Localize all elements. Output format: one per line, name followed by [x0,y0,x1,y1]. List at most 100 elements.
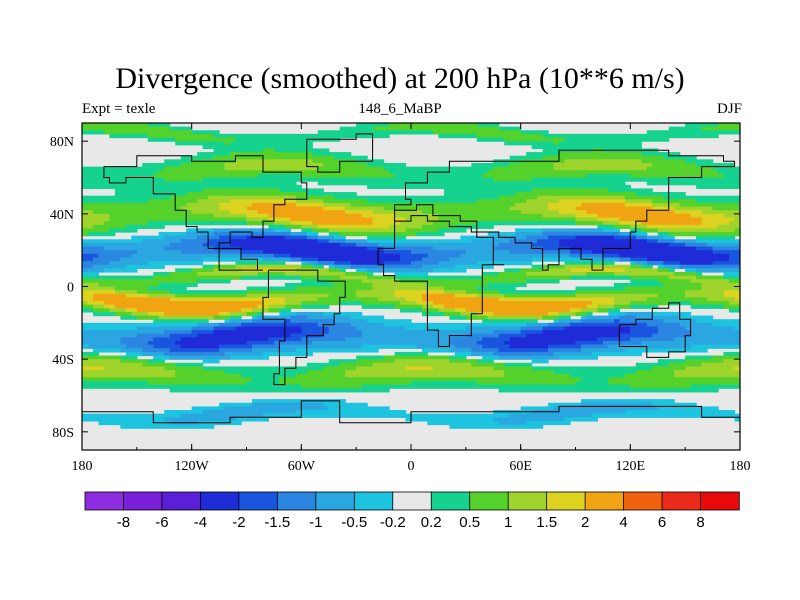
contour-fill-cell [559,315,571,320]
contour-fill-cell [641,159,686,164]
contour-fill-cell [120,424,215,429]
contour-fill-cell [657,406,719,411]
contour-fill-cell [520,130,549,135]
contour-fill-cell [685,159,714,164]
contour-fill-cell [729,253,740,259]
contour-fill-cell [180,155,215,160]
contour-fill-cell [646,261,664,266]
contour-fill-cell [103,130,193,135]
contour-fill-cell [383,250,412,255]
contour-fill-cell [674,210,703,215]
continent-outline [262,269,346,386]
colorbar-label: -2 [232,514,245,531]
contour-fill-cell [317,261,335,266]
contour-fill-cell [432,301,593,306]
contour-fill-cell [295,195,335,200]
contour-fill-cell [564,159,642,164]
contour-fill-cell [175,137,237,142]
contour-fill-cell [284,304,302,309]
contour-fill-cell [509,162,555,168]
contour-fill-cell [312,159,357,164]
contour-fill-cell [197,322,220,328]
contour-fill-cell [679,322,714,328]
contour-fill-cell [82,253,100,259]
contour-fill-cell [125,344,154,349]
contour-fill-cell [312,228,330,233]
contour-fill-cell [597,337,631,342]
contour-fill-cell [515,202,549,208]
contour-fill-cell [608,311,626,317]
contour-fill-cell [690,330,740,335]
contour-fill-cell [438,217,577,222]
contour-fill-cell [158,282,198,288]
contour-fill-cell [443,188,533,193]
contour-fill-cell [449,424,544,429]
contour-fill-cell [246,206,324,211]
contour-fill-cell [273,148,330,153]
contour-fill-cell [635,235,648,240]
x-tick-label: 120W [175,459,210,474]
colorbar-swatch [123,491,163,511]
contour-fill-cell [586,304,599,309]
contour-fill-cell [630,301,670,306]
contour-fill-cell [82,297,94,302]
contour-fill-cell [493,366,533,371]
contour-fill-cell [273,341,313,346]
contour-fill-cell [405,217,440,222]
contour-fill-cell [323,311,363,317]
contour-fill-cell [723,275,740,280]
contour-fill-cell [147,286,187,291]
contour-fill-cell [361,333,467,338]
contour-fill-cell [548,311,560,317]
contour-fill-cell [471,239,511,244]
contour-fill-cell [367,319,412,324]
contour-fill-cell [98,420,171,426]
contour-fill-cell [564,326,631,331]
contour-fill-cell [164,410,204,415]
experiment-label: Expt = texle [82,101,156,117]
contour-fill-cell [564,261,615,266]
contour-fill-cell [147,137,176,142]
contour-fill-cell [334,261,352,266]
contour-fill-cell [580,402,653,407]
contour-fill-cell [82,181,297,186]
contour-fill-cell [323,206,346,211]
contour-fill-cell [498,126,522,131]
contour-fill-cell [575,217,599,222]
contour-fill-cell [82,322,198,328]
contour-fill-cell [663,264,681,269]
contour-fill-cell [641,264,653,269]
contour-fill-cell [82,301,89,306]
contour-fill-cell [219,402,253,407]
contour-fill-cell [290,315,308,320]
contour-fill-cell [82,366,105,371]
contour-fill-cell [559,141,642,146]
contour-fill-cell [328,264,335,269]
contour-fill-cell [553,141,560,146]
colorbar-label: 0.5 [459,514,480,531]
contour-fill-cell [82,330,165,335]
contour-fill-cell [82,333,138,338]
x-tick-label: 120E [616,459,646,474]
contour-fill-cell [125,224,165,229]
contour-fill-cell [136,290,171,295]
contour-fill-cell [657,264,664,269]
contour-fill-cell [712,206,740,211]
contour-fill-cell [405,417,494,422]
contour-fill-cell [591,257,620,262]
contour-fill-cell [317,166,385,171]
contour-fill-cell [301,330,330,335]
contour-fill-cell [262,301,286,306]
contour-fill-cell [82,202,187,208]
contour-fill-cell [630,173,725,179]
contour-fill-cell [729,279,740,284]
contour-fill-cell [635,362,670,368]
contour-fill-cell [712,322,740,328]
contour-fill-cell [82,384,302,389]
contour-fill-cell [421,293,456,298]
contour-fill-cell [301,275,341,280]
contour-fill-cell [82,232,89,237]
contour-fill-cell [400,308,423,313]
contour-fill-cell [180,413,264,418]
contour-fill-cell [131,253,242,259]
